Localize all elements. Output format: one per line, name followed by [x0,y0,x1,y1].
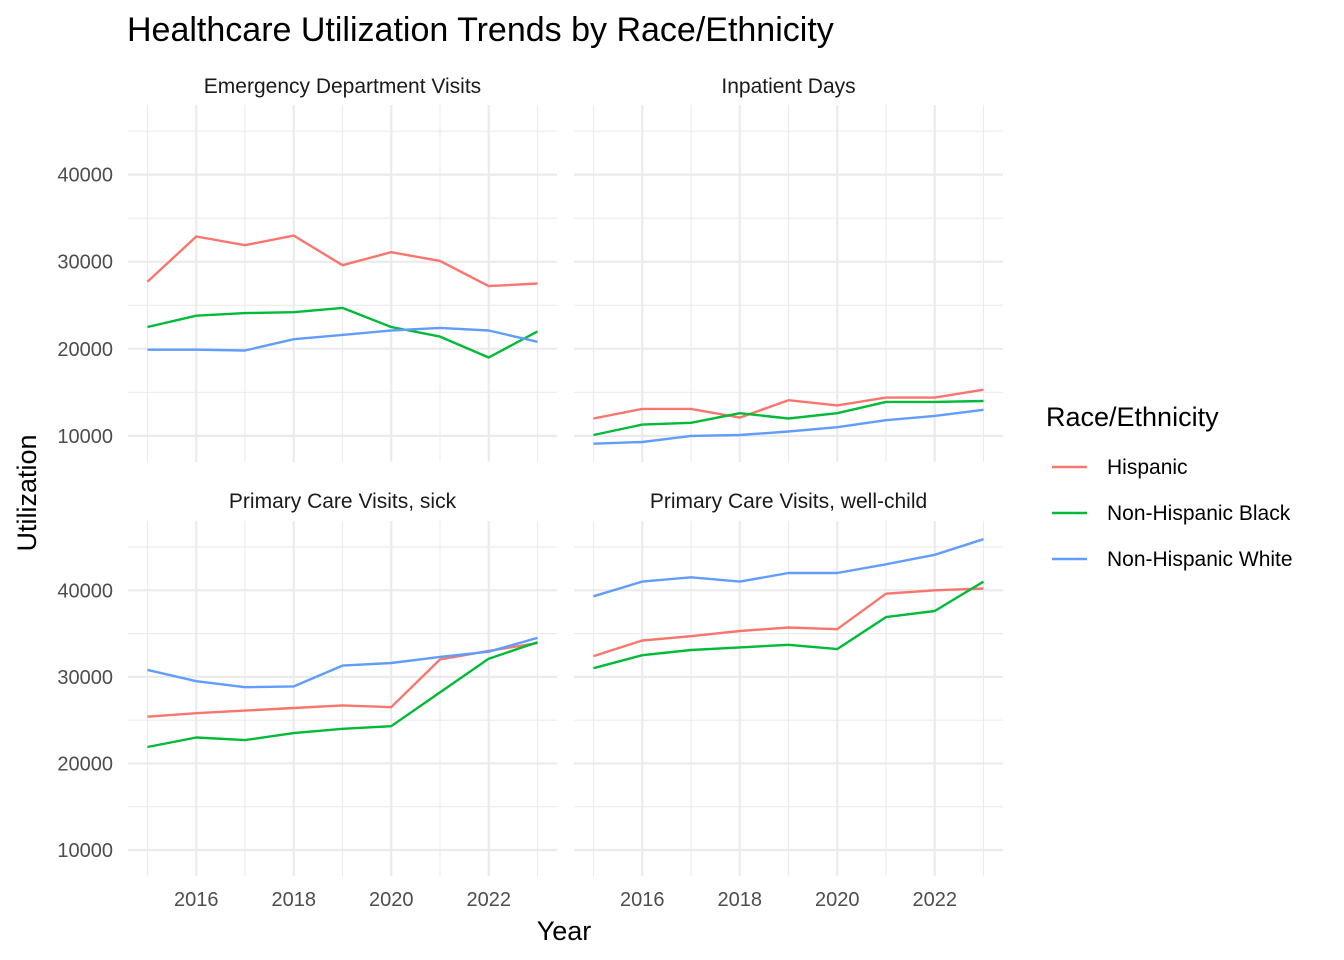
y-tick-label: 20000 [57,753,113,775]
x-tick-label: 2018 [272,889,317,911]
x-tick-label: 2020 [815,889,860,911]
series-line-hispanic [593,388,984,420]
facet-label: Emergency Department Visits [204,75,481,98]
x-tick-label: 2018 [718,889,763,911]
legend-item-hispanic: Hispanic [1052,456,1188,479]
y-tick-label: 40000 [57,580,113,602]
legend-item-non-hispanic-black: Non-Hispanic Black [1052,502,1291,525]
series-line-hispanic [146,234,538,288]
legend-label: Non-Hispanic White [1107,548,1293,571]
x-axis-title: Year [537,916,592,946]
panel-primary-care-visits-well-child: Primary Care Visits, well-child 2016 2018 2… [574,490,1003,911]
legend-title: Race/Ethnicity [1046,402,1219,432]
series-line-non-hispanic-black [593,580,985,670]
facet-label: Primary Care Visits, sick [229,490,457,513]
y-tick-label: 40000 [57,165,113,187]
facet-panels: Emergency Department Visits 10000 20000 300… [57,75,1003,911]
y-tick-label: 20000 [57,339,113,361]
x-tick-label: 2022 [913,889,958,911]
y-tick-label: 10000 [57,426,113,448]
x-tick-label: 2020 [369,889,414,911]
series-line-hispanic [593,587,984,658]
legend-item-non-hispanic-white: Non-Hispanic White [1052,548,1293,571]
chart-title: Healthcare Utilization Trends by Race/Et… [127,11,834,49]
panel-emergency-department-visits: Emergency Department Visits 10000 20000 300… [57,75,557,462]
x-tick-label: 2022 [467,889,512,911]
series-line-non-hispanic-white [593,408,984,445]
legend-label: Non-Hispanic Black [1107,502,1291,525]
facet-label: Primary Care Visits, well-child [650,490,927,513]
series-line-non-hispanic-white [147,326,538,352]
legend: Race/Ethnicity Hispanic Non-Hispanic Blac… [1046,402,1293,571]
x-tick-label: 2016 [174,889,219,911]
y-tick-label: 10000 [57,840,113,862]
y-tick-label: 30000 [57,252,113,274]
series-line-non-hispanic-white [147,636,538,689]
legend-label: Hispanic [1107,456,1188,479]
series-line-non-hispanic-black [593,399,984,437]
x-tick-label: 2016 [620,889,665,911]
series-line-non-hispanic-black [147,641,538,749]
series-line-non-hispanic-black [147,306,539,359]
facet-label: Inpatient Days [721,75,855,98]
y-axis-title: Utilization [12,434,42,551]
panel-inpatient-days: Inpatient Days [574,75,1003,462]
panel-primary-care-visits-sick: Primary Care Visits, sick 10000 20000 30000… [57,490,557,911]
y-tick-label: 30000 [57,667,113,689]
series-line-non-hispanic-white [593,538,984,598]
